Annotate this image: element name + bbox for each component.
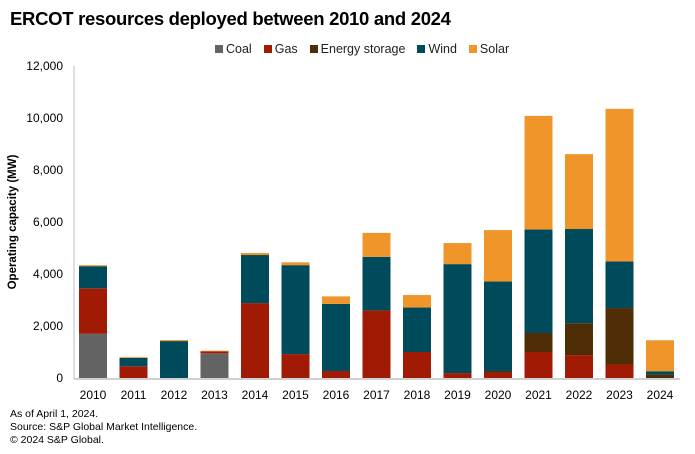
footer-source-note: Source: S&P Global Market Intelligence.	[10, 421, 198, 433]
bar-2023-solar	[605, 108, 634, 262]
x-tick-label: 2022	[566, 388, 593, 402]
legend-item-wind: Wind	[417, 42, 457, 56]
bar-2010-wind	[79, 266, 107, 289]
x-tick-label: 2012	[161, 388, 188, 402]
y-axis-label: Operating capacity (MW)	[7, 154, 19, 289]
x-tick-label: 2021	[525, 388, 552, 402]
x-tick-label: 2024	[647, 388, 674, 402]
x-tick-label: 2016	[323, 388, 350, 402]
bars-group	[79, 108, 674, 378]
x-tick-label: 2014	[242, 388, 269, 402]
y-tick-label: 12,000	[26, 59, 63, 73]
bar-2021-gas	[524, 352, 553, 378]
legend-label-energy-storage: Energy storage	[320, 42, 406, 56]
x-tick-label: 2017	[363, 388, 390, 402]
footer-notes: As of April 1, 2024. Source: S&P Global …	[10, 408, 197, 447]
bar-2018-wind	[403, 307, 431, 352]
legend-label-solar: Solar	[479, 42, 510, 56]
bar-2012-solar	[160, 340, 188, 342]
bar-2014-gas	[241, 303, 269, 378]
bar-2017-wind	[362, 256, 391, 311]
bar-2020-solar	[484, 230, 512, 282]
y-tick-label: 6,000	[33, 215, 63, 229]
bar-2019-solar	[443, 243, 472, 265]
bar-2016-gas	[322, 370, 350, 378]
bar-2019-gas	[443, 373, 472, 378]
bar-2013-solar	[200, 350, 229, 352]
footer-date-note: As of April 1, 2024.	[10, 408, 99, 420]
x-tick-label: 2011	[121, 388, 147, 402]
x-tick-labels: 2010 2011 2012 2013 2014 2015 2016 2017 2018 2019…	[80, 388, 674, 402]
bar-2013-coal	[200, 353, 229, 378]
footer-copyright-note: © 2024 S&P Global.	[10, 434, 104, 446]
x-tick-label: 2010	[80, 388, 107, 402]
legend-label-wind: Wind	[428, 42, 457, 56]
bar-2016-solar	[322, 296, 350, 304]
bar-2018-gas	[403, 352, 431, 378]
y-tick-label: 2,000	[33, 319, 63, 333]
bar-2024-energy-storage	[646, 374, 674, 378]
bar-2015-wind	[281, 265, 310, 355]
x-tick-label: 2018	[404, 388, 431, 402]
bar-2021-energy-storage	[524, 333, 553, 352]
bar-2010-coal	[79, 333, 107, 378]
x-tick-label: 2019	[444, 388, 471, 402]
legend-swatch-energy-storage	[309, 45, 318, 53]
bar-2014-solar	[241, 252, 269, 256]
x-tick-label: 2020	[485, 388, 512, 402]
bar-2023-gas	[605, 364, 634, 378]
bar-2019-wind	[443, 264, 472, 374]
bar-2012-wind	[160, 341, 188, 378]
legend-item-gas: Gas	[263, 42, 298, 56]
bar-2024-wind	[646, 371, 674, 375]
bar-2018-solar	[403, 295, 431, 308]
bar-2017-gas	[362, 310, 391, 378]
y-tick-labels: 0 2,000 4,000 6,000 8,000 10,000 12,000	[26, 59, 63, 385]
x-tick-label: 2015	[282, 388, 309, 402]
legend-item-solar: Solar	[468, 42, 510, 56]
legend-swatch-solar	[468, 45, 477, 53]
legend-swatch-wind	[417, 45, 426, 53]
bar-2024-solar	[646, 340, 674, 372]
bar-2020-wind	[484, 281, 512, 371]
bar-2011-wind	[119, 357, 148, 367]
y-tick-label: 10,000	[26, 111, 63, 125]
y-tick-label: 4,000	[33, 267, 63, 281]
y-tick-label: 0	[56, 371, 63, 385]
bar-2022-energy-storage	[565, 323, 593, 356]
x-tick-label: 2013	[201, 388, 228, 402]
bar-2022-gas	[565, 355, 593, 378]
chart-title: ERCOT resources deployed between 2010 an…	[10, 8, 451, 29]
bar-2013-gas	[200, 351, 229, 354]
bar-2022-wind	[565, 229, 593, 324]
bar-2020-gas	[484, 372, 512, 378]
bar-2020-energy-storage	[484, 370, 512, 373]
legend-label-gas: Gas	[274, 42, 298, 56]
legend-item-energy-storage: Energy storage	[309, 42, 406, 56]
bar-2021-wind	[524, 229, 553, 334]
x-tick-label: 2023	[606, 388, 633, 402]
bar-2021-solar	[524, 115, 553, 230]
bar-2017-solar	[362, 232, 391, 257]
bar-2015-gas	[281, 354, 310, 378]
bar-2015-solar	[281, 262, 310, 266]
bar-2010-gas	[79, 288, 107, 334]
bar-2023-energy-storage	[605, 308, 634, 365]
bar-2010-solar	[79, 265, 107, 267]
bar-2016-wind	[322, 303, 350, 371]
legend-swatch-gas	[263, 45, 272, 53]
bar-2023-wind	[605, 261, 634, 309]
bar-2022-solar	[565, 154, 593, 230]
legend-swatch-coal	[215, 45, 223, 53]
bar-2014-wind	[241, 255, 269, 304]
legend: Coal Gas Energy storage Wind Solar	[215, 42, 509, 56]
legend-item-coal: Coal	[215, 42, 252, 56]
bar-2011-gas	[119, 366, 148, 378]
bar-2011-solar	[119, 357, 148, 358]
legend-label-coal: Coal	[226, 42, 252, 56]
y-tick-label: 8,000	[33, 163, 63, 177]
